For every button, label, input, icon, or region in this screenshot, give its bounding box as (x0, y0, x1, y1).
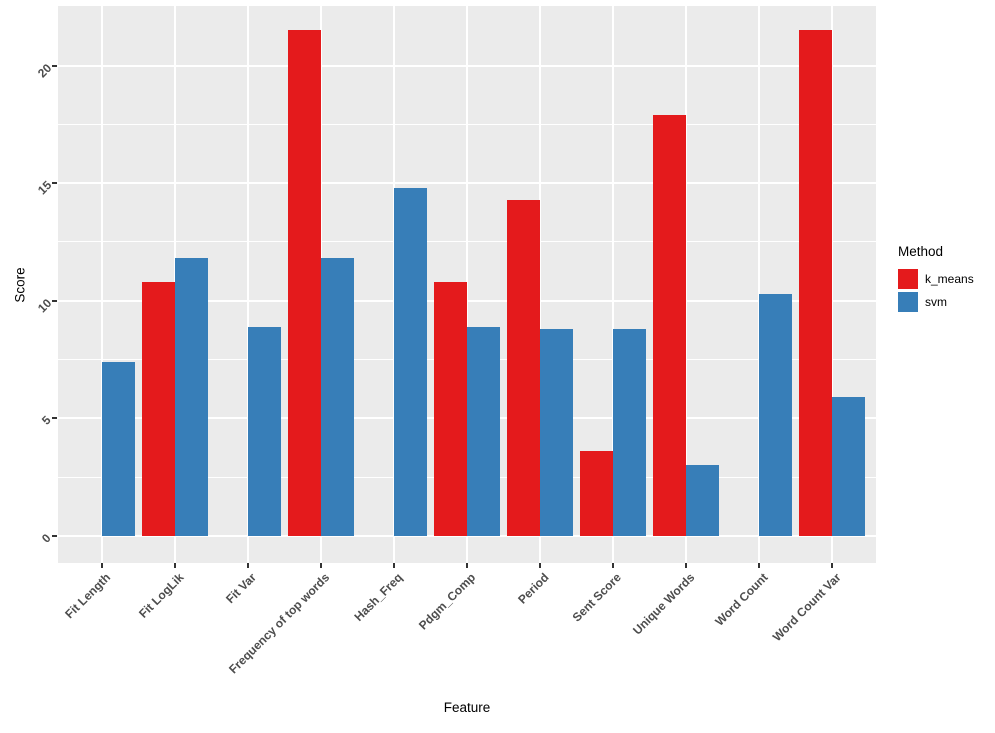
gridline-vertical (612, 6, 615, 563)
x-tick (612, 563, 615, 568)
x-tick-label: Word Count (712, 570, 771, 629)
y-tick (52, 64, 57, 67)
bar-svm (467, 326, 500, 536)
x-tick (392, 563, 395, 568)
y-tick-label: 0 (39, 530, 54, 546)
bar-svm (686, 465, 719, 536)
plot-panel (58, 6, 876, 563)
x-tick (758, 563, 761, 568)
x-tick-label: Pdgm_Comp (415, 570, 479, 633)
bar-k_means (653, 114, 687, 536)
x-tick (246, 563, 249, 568)
x-axis-title: Feature (443, 700, 491, 715)
x-tick-label: Fit Var (223, 570, 260, 607)
x-tick (319, 563, 322, 568)
bar-svm (101, 361, 135, 536)
gridline-vertical (246, 6, 249, 563)
x-tick (831, 563, 834, 568)
legend-swatch-svm (898, 292, 918, 312)
gridline-vertical (831, 6, 834, 563)
x-tick-label: Fit LogLik (135, 570, 187, 621)
legend-item: k_means (898, 269, 974, 289)
bar-k_means (288, 30, 321, 536)
y-tick-label: 5 (39, 413, 54, 429)
gridline-vertical (685, 6, 688, 563)
y-tick-label: 20 (34, 60, 54, 80)
legend-item-label: k_means (925, 272, 974, 286)
x-tick (685, 563, 688, 568)
x-tick-label: Fit Length (62, 570, 114, 622)
bar-k_means (580, 451, 614, 536)
legend-item-label: svm (925, 295, 947, 309)
x-tick-label: Hash_Freq (351, 570, 406, 625)
bar-k_means (507, 199, 541, 536)
gridline-vertical (539, 6, 542, 563)
x-tick (173, 563, 176, 568)
x-tick-label: Period (514, 570, 552, 607)
y-tick-label: 15 (34, 178, 54, 198)
legend-title: Method (898, 244, 944, 259)
x-tick-label: Word Count Var (769, 570, 844, 645)
x-tick-label: Sent Score (570, 570, 625, 625)
bar-svm (759, 293, 792, 536)
y-axis-title: Score (12, 266, 28, 303)
bar-svm (540, 328, 573, 536)
bar-svm (613, 328, 646, 536)
gridline-vertical (758, 6, 761, 563)
y-tick (52, 534, 57, 537)
bar-svm (832, 397, 866, 536)
legend-swatch-k_means (898, 269, 918, 289)
legend-item: svm (898, 292, 974, 312)
y-tick (52, 182, 57, 185)
y-tick (52, 417, 57, 420)
bar-svm (247, 326, 281, 536)
bar-svm (174, 258, 208, 536)
y-tick-label: 10 (34, 295, 54, 316)
x-tick-label: Unique Words (630, 570, 698, 638)
x-tick (466, 563, 468, 568)
bar-svm (320, 258, 354, 536)
x-tick (539, 563, 542, 568)
y-tick (52, 299, 57, 302)
bar-svm (393, 187, 427, 536)
x-tick (100, 563, 103, 568)
gridline-vertical (100, 6, 103, 563)
bar-k_means (434, 281, 467, 536)
bar-k_means (799, 30, 833, 536)
gridline-vertical (466, 6, 468, 563)
bar-k_means (141, 281, 175, 536)
